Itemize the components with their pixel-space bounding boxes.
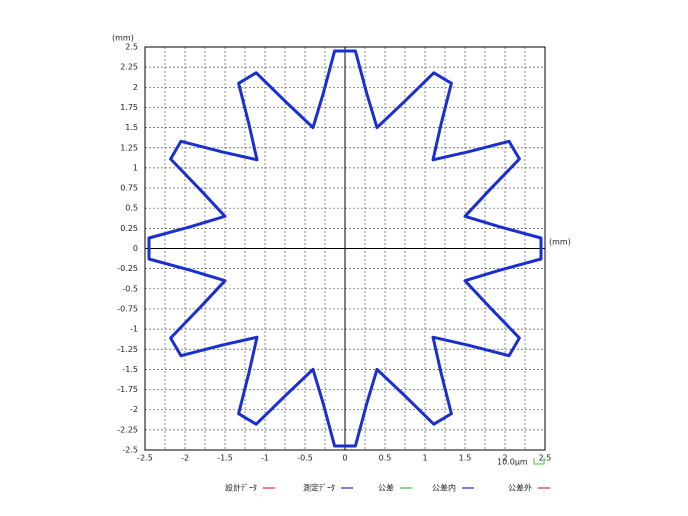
y-tick-label: 0.25: [120, 224, 138, 233]
y-tick-label: -2: [130, 405, 138, 414]
x-tick-label: 2.5: [539, 454, 552, 463]
y-tick-label: 2.25: [120, 63, 138, 72]
y-tick-label: 0.75: [120, 184, 138, 193]
y-tick-label: -0.5: [122, 284, 138, 293]
y-tick-label: -2.25: [117, 425, 138, 434]
legend-label: 公差外: [508, 483, 532, 493]
y-tick-label: -1.25: [117, 345, 138, 354]
y-tick-label: 2.5: [125, 43, 138, 52]
y-tick-label: -0.75: [117, 304, 138, 313]
y-tick-label: 1.75: [120, 103, 138, 112]
y-tick-label: -1.5: [122, 365, 138, 374]
x-tick-label: -2: [181, 454, 189, 463]
x-tick-label: 0: [342, 454, 347, 463]
y-tick-label: -1.75: [117, 385, 138, 394]
scale-label: 10.0μm: [497, 458, 528, 467]
y-unit: (mm): [112, 34, 134, 43]
x-tick-label: 2: [502, 454, 507, 463]
x-unit: (mm): [549, 238, 571, 247]
y-tick-label: 0.5: [125, 204, 138, 213]
y-tick-label: -2.5: [122, 446, 138, 455]
x-tick-label: -1.5: [217, 454, 233, 463]
legend-label: 公差内: [432, 483, 456, 493]
x-tick-label: -2.5: [137, 454, 153, 463]
measured-line: [147, 49, 543, 448]
scale-bar: [533, 458, 545, 465]
y-tick-label: 1: [133, 163, 138, 172]
y-tick-label: 2: [133, 83, 138, 92]
y-tick-label: 1.5: [125, 123, 138, 132]
y-tick-label: -1: [130, 325, 138, 334]
x-tick-label: 0.5: [379, 454, 392, 463]
legend-label: 測定ﾃﾞｰﾀ: [303, 483, 335, 493]
y-tick-label: 0: [133, 244, 138, 253]
x-tick-label: 1: [422, 454, 427, 463]
y-tick-label: 1.25: [120, 143, 138, 152]
x-tick-label: -1: [261, 454, 269, 463]
legend-label: 公差: [378, 483, 394, 493]
x-tick-label: -0.5: [297, 454, 313, 463]
x-tick-label: 1.5: [459, 454, 472, 463]
legend-label: 設計ﾃﾞｰﾀ: [225, 483, 257, 493]
y-tick-label: -0.25: [117, 264, 138, 273]
